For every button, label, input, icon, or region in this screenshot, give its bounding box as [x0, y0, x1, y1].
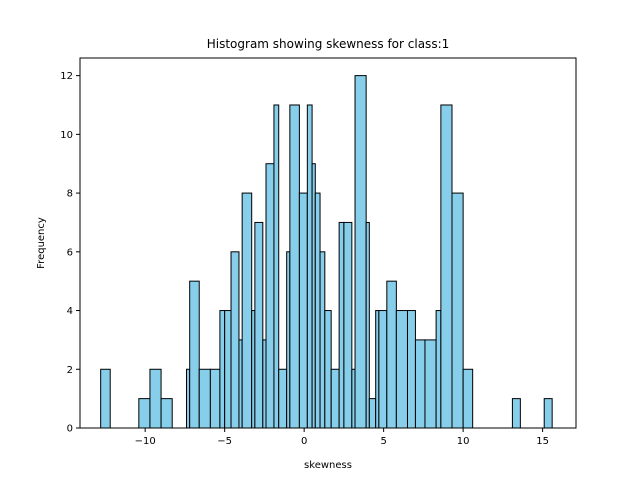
- histogram-bar: [289, 104, 300, 429]
- histogram-bar: [343, 221, 353, 429]
- histogram-bar: [324, 310, 332, 429]
- y-tick-label: 0: [67, 424, 73, 435]
- x-tick-label: −5: [217, 436, 232, 447]
- x-tick-label: 10: [457, 436, 470, 447]
- bars-group: [100, 75, 553, 429]
- y-tick-label: 6: [67, 247, 73, 258]
- histogram-bar: [338, 221, 345, 429]
- histogram-bar: [386, 280, 397, 429]
- y-axis-label: Frequency: [36, 217, 47, 269]
- histogram-bar: [265, 163, 275, 429]
- histogram-bar: [414, 339, 426, 429]
- histogram-bar: [241, 192, 253, 429]
- histogram-bar: [435, 310, 442, 429]
- histogram-bar: [138, 398, 151, 429]
- histogram-bar: [451, 192, 464, 429]
- y-tick-label: 4: [67, 306, 73, 317]
- x-tick-label: −10: [135, 436, 156, 447]
- y-tick-label: 12: [60, 71, 73, 82]
- histogram-bar: [406, 310, 416, 429]
- histogram-bar: [160, 398, 173, 429]
- histogram-bar: [440, 104, 453, 429]
- histogram-bar: [462, 368, 474, 429]
- histogram-bar: [254, 221, 264, 429]
- y-tick-label: 10: [60, 130, 73, 141]
- histogram-bar: [273, 104, 280, 429]
- x-tick-label: 0: [301, 436, 307, 447]
- histogram-bar: [100, 368, 111, 429]
- histogram-bar: [424, 339, 437, 429]
- x-tick-label: 5: [380, 436, 386, 447]
- histogram-bar: [319, 251, 326, 429]
- histogram-bar: [224, 310, 232, 429]
- x-axis-label: skewness: [304, 460, 352, 471]
- histogram-bar: [149, 368, 162, 429]
- histogram-bar: [543, 398, 553, 429]
- histogram-bar: [314, 192, 321, 429]
- histogram-bar: [354, 75, 367, 429]
- histogram-bar: [198, 368, 211, 429]
- y-tick-label: 8: [67, 189, 73, 200]
- plot-frame: [79, 57, 577, 429]
- histogram-bar: [368, 398, 377, 429]
- histogram-bar: [209, 368, 221, 429]
- y-axis-ticks: 0 2 4 6 8 10 12: [60, 71, 80, 435]
- histogram-bar: [189, 280, 200, 429]
- y-tick-label: 2: [67, 365, 73, 376]
- histogram-bar: [395, 310, 408, 429]
- histogram-bar: [378, 310, 388, 429]
- histogram-bar: [330, 368, 340, 429]
- histogram-bar: [230, 251, 240, 429]
- chart-title: Histogram showing skewness for class:1: [207, 37, 450, 51]
- histogram-bar: [511, 398, 521, 429]
- histogram-bar: [219, 310, 226, 429]
- histogram-bar: [298, 192, 308, 429]
- histogram-bar: [278, 368, 288, 429]
- x-axis-ticks: −10 −5 0 5 10 15: [135, 428, 549, 447]
- x-tick-label: 15: [536, 436, 549, 447]
- histogram-bar: [365, 221, 370, 429]
- histogram-bar: [306, 104, 313, 429]
